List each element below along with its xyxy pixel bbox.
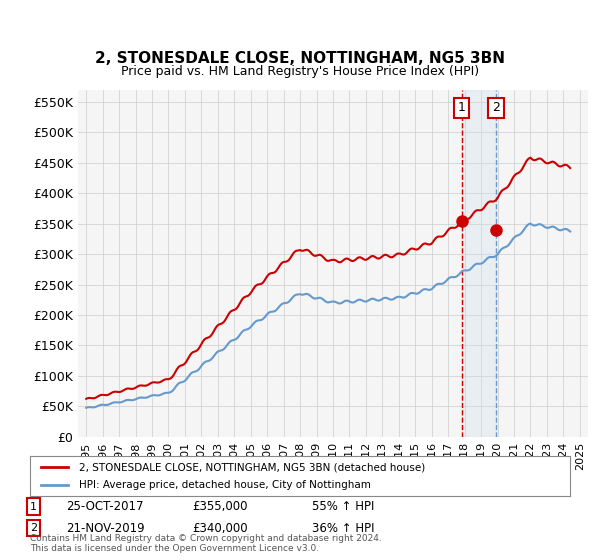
Text: £355,000: £355,000 — [192, 500, 248, 514]
Text: HPI: Average price, detached house, City of Nottingham: HPI: Average price, detached house, City… — [79, 479, 370, 489]
Bar — [461, 90, 496, 437]
Text: 1: 1 — [30, 502, 37, 512]
Text: 36% ↑ HPI: 36% ↑ HPI — [312, 521, 374, 535]
Text: 55% ↑ HPI: 55% ↑ HPI — [312, 500, 374, 514]
Text: 2, STONESDALE CLOSE, NOTTINGHAM, NG5 3BN (detached house): 2, STONESDALE CLOSE, NOTTINGHAM, NG5 3BN… — [79, 463, 425, 473]
Text: 2: 2 — [492, 101, 500, 114]
Text: Contains HM Land Registry data © Crown copyright and database right 2024.
This d: Contains HM Land Registry data © Crown c… — [30, 534, 382, 553]
Text: 1: 1 — [458, 101, 466, 114]
Text: Price paid vs. HM Land Registry's House Price Index (HPI): Price paid vs. HM Land Registry's House … — [121, 64, 479, 78]
Text: 2: 2 — [30, 523, 37, 533]
Text: 25-OCT-2017: 25-OCT-2017 — [66, 500, 143, 514]
Text: 2, STONESDALE CLOSE, NOTTINGHAM, NG5 3BN: 2, STONESDALE CLOSE, NOTTINGHAM, NG5 3BN — [95, 52, 505, 66]
Text: £340,000: £340,000 — [192, 521, 248, 535]
Text: 21-NOV-2019: 21-NOV-2019 — [66, 521, 145, 535]
